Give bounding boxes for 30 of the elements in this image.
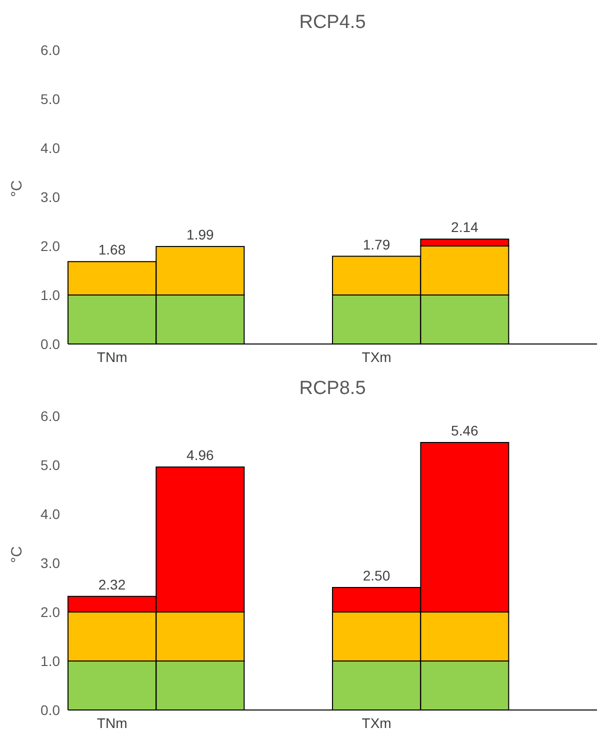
y-tick-label: 5.0 [40,456,60,473]
chart-title: RCP4.5 [298,11,367,35]
y-tick-label: 6.0 [40,42,60,58]
y-axis-title: °C [8,546,26,563]
total-label: 2.50 [362,568,390,584]
total-label: 1.79 [362,236,390,252]
x-tick-label: TNm [96,348,128,365]
y-tick-label: 2.0 [40,238,60,254]
y-tick-label: 4.0 [40,506,60,522]
y-tick-label: 5.0 [40,90,60,107]
y-tick-label: 4.0 [40,140,60,156]
y-tick-label: 6.0 [40,408,60,424]
chart-title: RCP8.5 [298,377,367,401]
total-label: 1.68 [98,242,126,258]
total-label: 5.46 [451,422,479,438]
x-tick-label: TXm [362,714,392,731]
y-tick-label: 2.0 [40,604,60,620]
y-tick-label: 0.0 [40,702,60,718]
y-tick-label: 0.0 [40,336,60,352]
total-label: 1.99 [186,226,214,242]
y-tick-label: 3.0 [40,188,60,205]
x-tick-label: TXm [362,348,392,365]
y-tick-label: 3.0 [40,554,60,571]
y-tick-label: 1.0 [40,286,60,303]
y-tick-label: 1.0 [40,652,60,669]
total-label: 4.96 [186,446,214,463]
y-axis-title: °C [8,180,26,197]
x-tick-label: TNm [96,714,128,731]
total-label: 2.32 [98,576,126,592]
total-label: 2.14 [451,219,479,236]
